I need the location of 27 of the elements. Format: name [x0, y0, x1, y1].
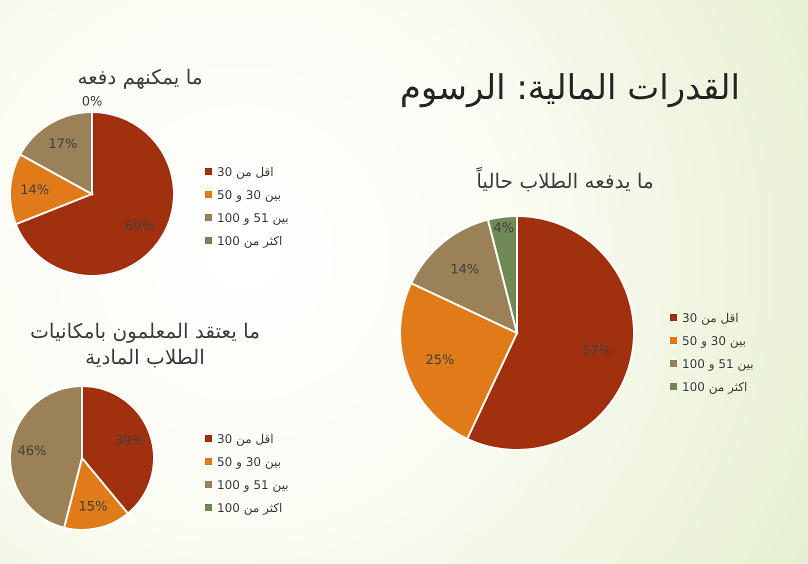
legend-label: بين 51 و 100 — [682, 356, 754, 370]
legend-label: اكثر من 100 — [682, 380, 748, 394]
legend-label: بين 30 و 50 — [217, 188, 281, 202]
legend-label: بين 51 و 100 — [217, 210, 289, 224]
text: القدرات المالية: الرسوم — [398, 68, 740, 108]
legend-label: بين 30 و 50 — [682, 334, 746, 348]
slice-label: اقل من 30 — [217, 432, 274, 446]
legend-label: اكثر من 100 — [217, 500, 282, 514]
data-label: 14% — [450, 262, 480, 278]
data-label: 46% — [18, 444, 46, 460]
legend-label: بين 51 و 100 — [217, 478, 289, 492]
data-label: 4% — [493, 221, 514, 236]
chart-title: ما يعتقد المعلمون بامكانيات الطلاب المادية — [29, 318, 261, 370]
data-label: 17% — [48, 137, 78, 152]
data-label: 69% — [125, 218, 154, 234]
legend-label: بين 30 و 50 — [217, 454, 281, 468]
slice-label: اقل من 30 — [682, 310, 739, 324]
data-label: 39% — [114, 433, 144, 448]
data-label: 57% — [582, 343, 612, 358]
slice-label: اقل من 30 — [217, 164, 274, 178]
data-label: 15% — [78, 500, 108, 515]
chart-title: ما يمكنهم دفعه — [76, 64, 204, 90]
chart-title: ما يدفعه الطلاب حالياً — [475, 168, 655, 194]
data-label: 25% — [425, 353, 454, 368]
legend-label: اكثر من 100 — [217, 234, 282, 248]
text: 0% — [82, 94, 102, 110]
data-label: 14% — [20, 182, 50, 198]
